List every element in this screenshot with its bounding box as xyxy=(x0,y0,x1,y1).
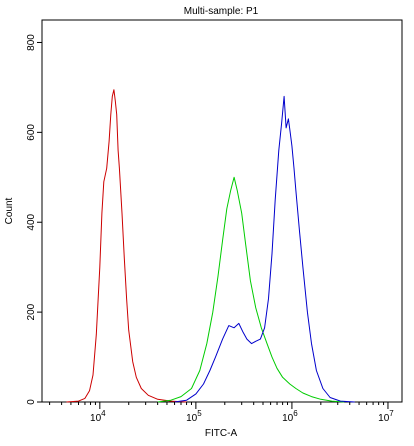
x-tick-label: 106 xyxy=(282,409,298,424)
series-line-3 xyxy=(174,95,355,403)
x-tick-exponent: 4 xyxy=(101,409,106,418)
plot-frame xyxy=(41,19,403,403)
x-tick-exponent: 5 xyxy=(197,409,202,418)
series-line-2 xyxy=(157,176,345,403)
x-tick-exponent: 7 xyxy=(389,409,394,418)
x-tick-base: 10 xyxy=(378,413,390,424)
x-tick-label: 107 xyxy=(378,409,394,424)
series-line-1 xyxy=(66,89,187,403)
x-tick-base: 10 xyxy=(90,413,102,424)
y-tick-label: 0 xyxy=(26,399,37,405)
x-tick-label: 105 xyxy=(186,409,202,424)
y-tick-label: 600 xyxy=(26,124,37,141)
y-tick-label: 800 xyxy=(26,34,37,51)
y-tick-label: 200 xyxy=(26,303,37,320)
series-layer xyxy=(66,89,355,403)
chart-title: Multi-sample: P1 xyxy=(184,6,259,17)
x-tick-exponent: 6 xyxy=(293,409,298,418)
x-tick-base: 10 xyxy=(282,413,294,424)
x-axis-title: FITC-A xyxy=(205,428,238,439)
y-axis-title: Count xyxy=(4,197,15,224)
x-tick-base: 10 xyxy=(186,413,198,424)
x-tick-label: 104 xyxy=(90,409,106,424)
y-tick-label: 400 xyxy=(26,213,37,230)
